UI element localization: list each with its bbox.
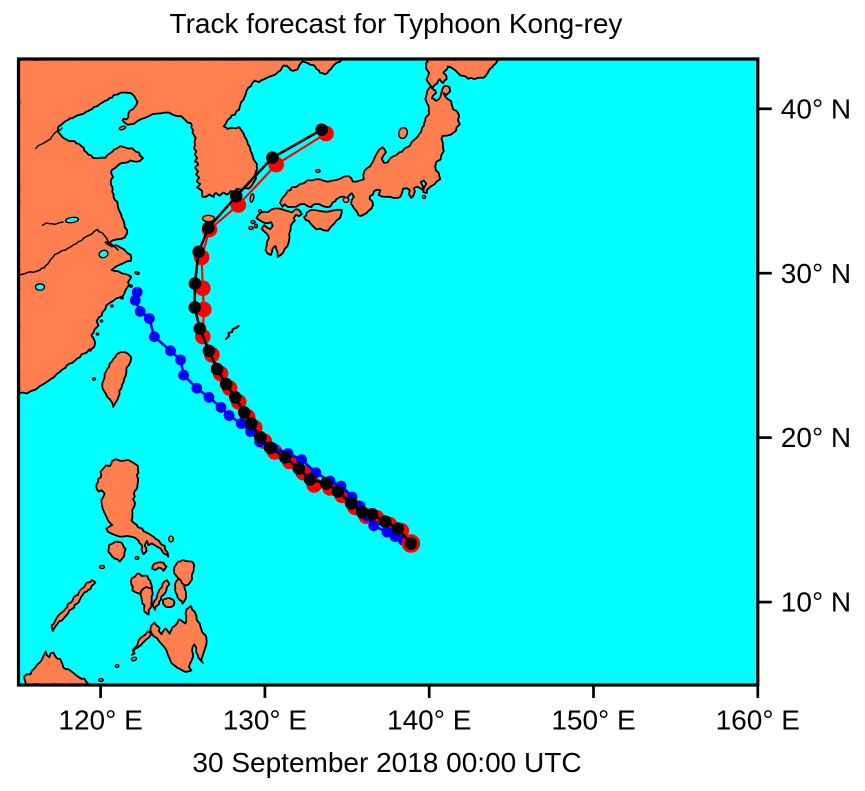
svg-text:30° N: 30° N — [781, 258, 851, 289]
svg-text:40° N: 40° N — [781, 93, 851, 124]
svg-text:150° E: 150° E — [551, 705, 635, 736]
svg-text:130° E: 130° E — [223, 705, 307, 736]
svg-text:Track forecast for Typhoon Kon: Track forecast for Typhoon Kong-rey — [170, 8, 623, 39]
svg-text:30 September 2018 00:00 UTC: 30 September 2018 00:00 UTC — [192, 747, 581, 778]
svg-text:160° E: 160° E — [716, 705, 800, 736]
svg-text:10° N: 10° N — [781, 587, 851, 618]
svg-text:140° E: 140° E — [387, 705, 471, 736]
svg-text:20° N: 20° N — [781, 422, 851, 453]
svg-text:120° E: 120° E — [58, 705, 142, 736]
